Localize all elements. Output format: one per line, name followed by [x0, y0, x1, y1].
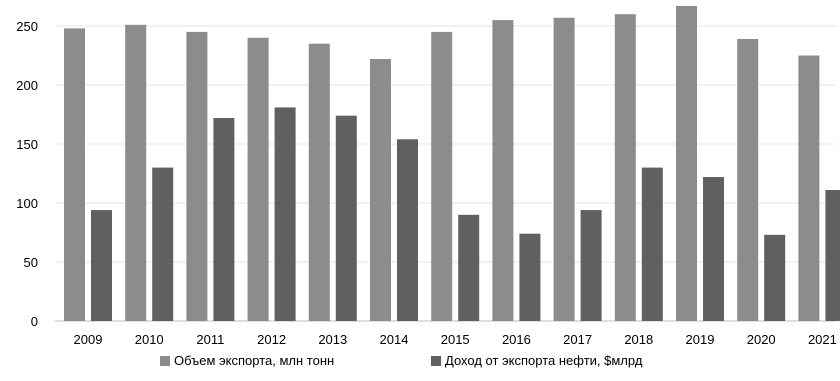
bar-oil-revenue — [152, 167, 174, 321]
bar-oil-revenue — [641, 167, 663, 321]
x-tick-label: 2015 — [441, 332, 470, 347]
bar-export-volume — [247, 37, 269, 322]
bars — [64, 5, 840, 322]
bar-oil-revenue — [91, 210, 112, 321]
x-tick-label: 2011 — [196, 332, 224, 347]
bar-export-volume — [798, 55, 820, 321]
x-tick-label: 2021 — [808, 332, 837, 347]
bar-oil-revenue — [458, 214, 480, 321]
bar-oil-revenue — [764, 234, 786, 321]
bar-export-volume — [492, 20, 514, 321]
x-tick-label: 2020 — [747, 332, 776, 347]
x-tick-label: 2017 — [563, 332, 592, 347]
bar-export-volume — [308, 43, 330, 321]
bar-oil-revenue — [213, 118, 235, 321]
bar-export-volume — [614, 14, 636, 321]
y-tick-label: 250 — [16, 19, 38, 34]
bar-oil-revenue — [519, 233, 541, 321]
x-tick-label: 2013 — [318, 332, 347, 347]
legend-label-oil-revenue: Доход от экспорта нефти, $млрд — [445, 353, 643, 368]
y-tick-label: 100 — [16, 196, 38, 211]
y-tick-label: 0 — [31, 314, 38, 329]
legend-swatch-oil-revenue — [431, 356, 441, 366]
bar-export-volume — [737, 38, 759, 321]
bar-export-volume — [186, 31, 208, 322]
x-tick-label: 2018 — [624, 332, 653, 347]
y-tick-label: 200 — [16, 78, 38, 93]
x-tick-label: 2016 — [502, 332, 531, 347]
y-axis-ticks: 0 50 100 150 200 250 — [16, 19, 38, 329]
x-tick-label: 2014 — [380, 332, 409, 347]
legend-label-export-volume: Объем экспорта, млн тонн — [174, 353, 334, 368]
bar-oil-revenue — [825, 190, 840, 321]
bar-oil-revenue — [703, 177, 724, 321]
bar-oil-revenue — [274, 107, 296, 321]
x-tick-label: 2010 — [135, 332, 164, 347]
x-tick-label: 2019 — [686, 332, 715, 347]
x-axis-ticks: 2009 2010 2011 2012 2013 2014 2015 2016 2017 2018… — [74, 332, 837, 347]
bar-export-volume — [64, 28, 85, 322]
bar-export-volume — [431, 31, 453, 322]
bar-oil-revenue — [580, 210, 602, 321]
bar-oil-revenue — [397, 139, 418, 321]
bar-oil-revenue — [335, 115, 357, 322]
legend-swatch-export-volume — [160, 356, 170, 366]
y-tick-label: 50 — [24, 255, 38, 270]
legend: Объем экспорта, млн тонн Доход от экспор… — [160, 353, 643, 368]
bar-export-volume — [370, 59, 391, 321]
y-tick-label: 150 — [16, 137, 38, 152]
bar-export-volume — [553, 17, 575, 322]
bar-export-volume — [676, 5, 697, 321]
x-tick-label: 2009 — [74, 332, 103, 347]
x-tick-label: 2012 — [257, 332, 286, 347]
bar-export-volume — [125, 24, 147, 321]
